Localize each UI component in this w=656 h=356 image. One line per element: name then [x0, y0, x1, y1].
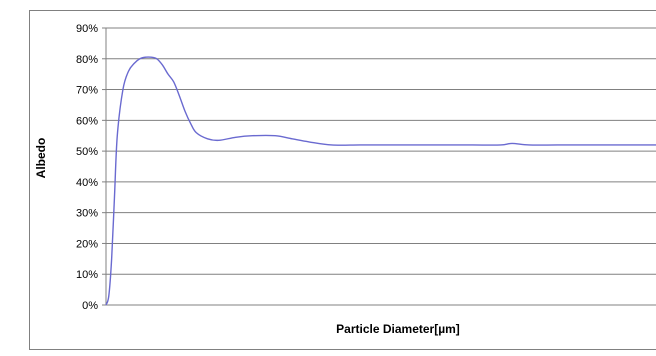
y-tick-label: 50% [76, 146, 98, 158]
albedo-line-chart: 0% 10% 20% 30% 40% 50% 60% 70% 80% 90% Particle D… [34, 23, 656, 336]
y-tick-label: 10% [76, 269, 98, 281]
y-tick-label: 20% [76, 238, 98, 250]
y-axis-title: Albedo [34, 138, 48, 179]
albedo-series-line [105, 56, 656, 306]
y-tick-label: 40% [76, 177, 98, 189]
y-tick-label: 30% [76, 208, 98, 220]
y-tick-label: 70% [76, 85, 98, 97]
x-axis-title: Particle Diameter[µm] [336, 322, 460, 336]
y-tick-label: 90% [76, 23, 98, 35]
chart-frame: 0% 10% 20% 30% 40% 50% 60% 70% 80% 90% Particle D… [29, 10, 656, 350]
y-axis-ticks: 0% 10% 20% 30% 40% 50% 60% 70% 80% 90% [76, 23, 106, 312]
series-layer [105, 56, 656, 306]
axes [105, 28, 656, 306]
y-tick-label: 80% [76, 54, 98, 66]
y-tick-label: 0% [82, 300, 98, 312]
gridlines [106, 27, 656, 275]
y-tick-label: 60% [76, 115, 98, 127]
